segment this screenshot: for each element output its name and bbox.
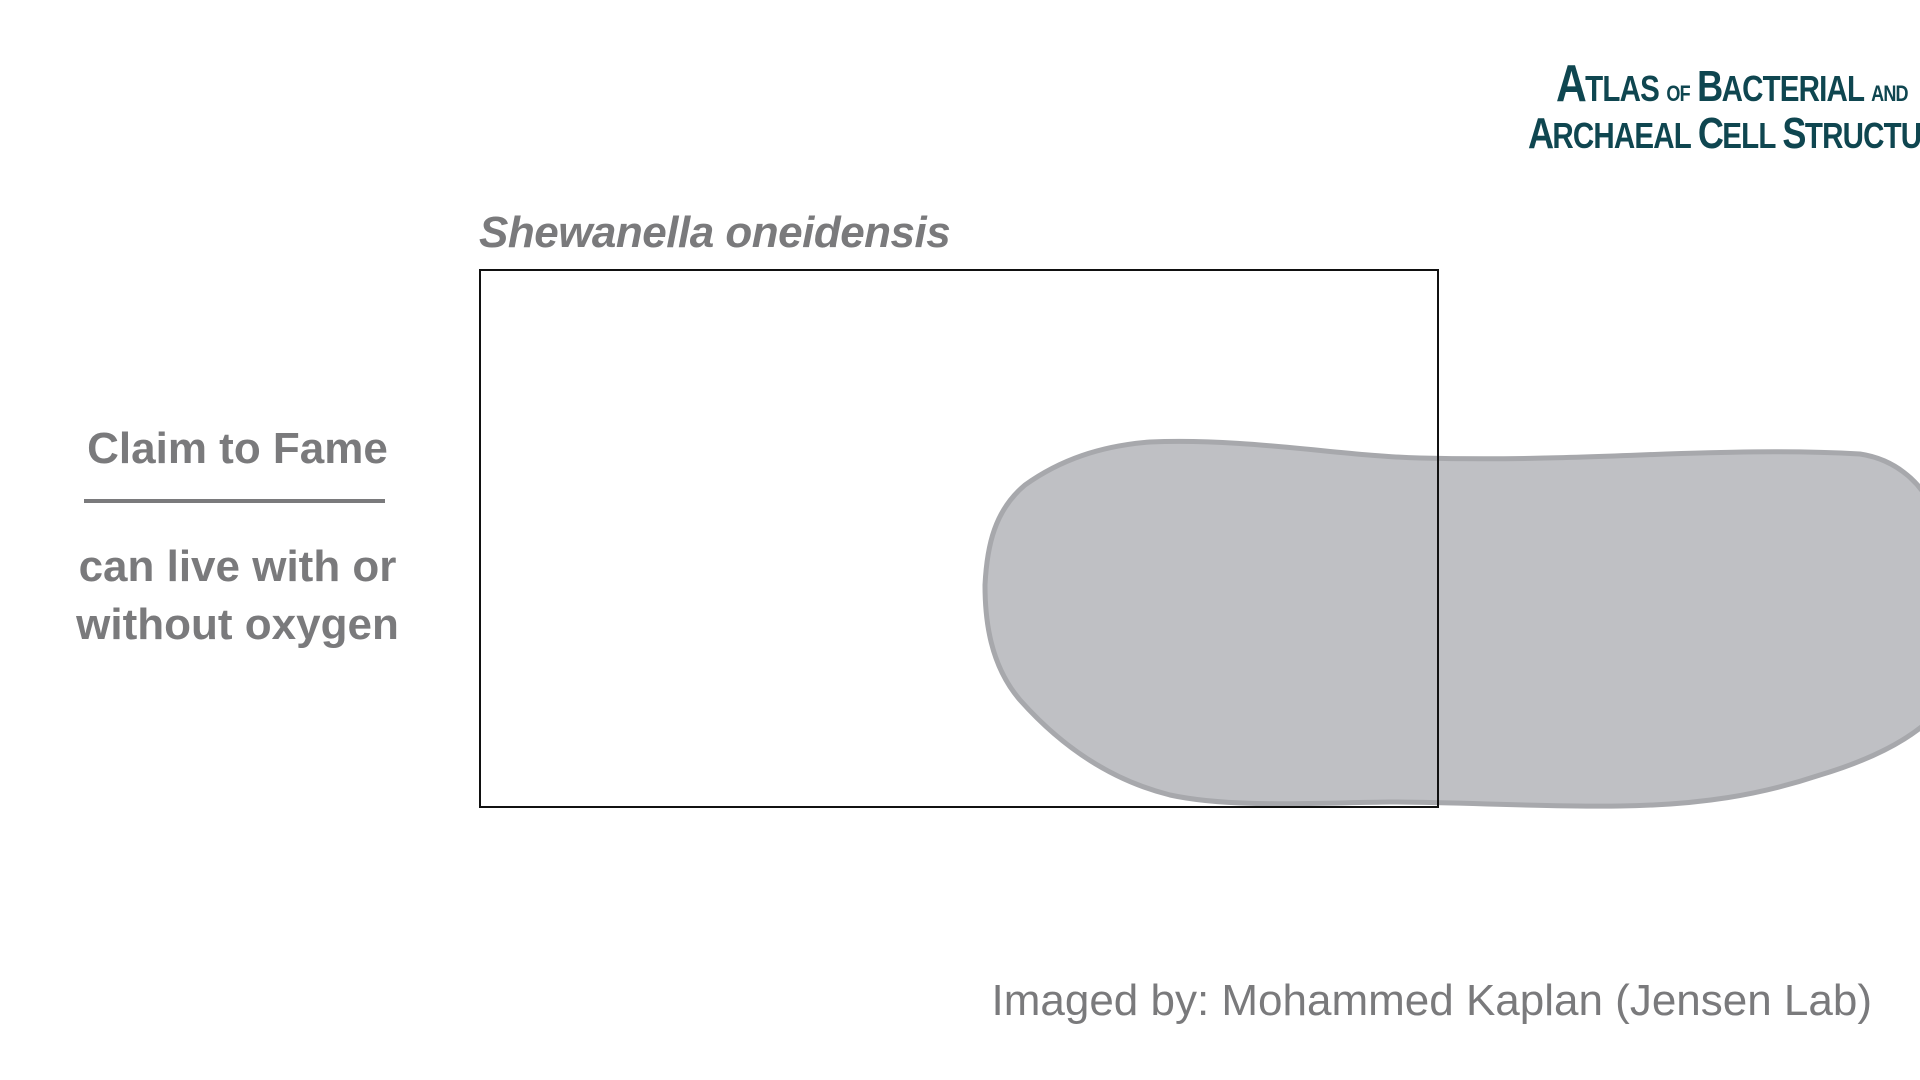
logo-line-1: Atlas of Bacterial and bbox=[1556, 55, 1909, 113]
imaging-credit: Imaged by: Mohammed Kaplan (Jensen Lab) bbox=[991, 976, 1873, 1025]
claim-heading: Claim to Fame bbox=[87, 424, 388, 473]
image-frame bbox=[479, 269, 1439, 808]
logo-line-2: Archaeal Cell Structure bbox=[1528, 109, 1920, 158]
atlas-logo: Atlas of Bacterial and Archaeal Cell Str… bbox=[1528, 55, 1920, 158]
claim-text: can live with or without oxygen bbox=[76, 542, 399, 649]
claim-divider bbox=[84, 499, 385, 503]
species-title: Shewanella oneidensis bbox=[479, 208, 951, 257]
